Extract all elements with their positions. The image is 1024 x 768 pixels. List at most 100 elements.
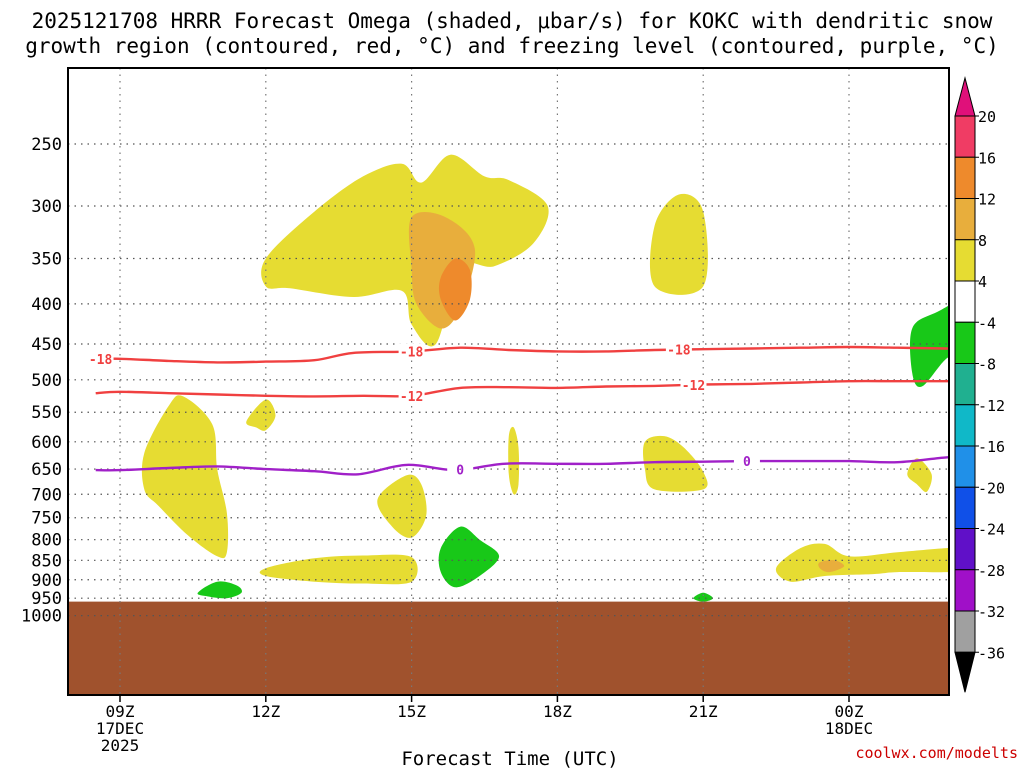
omega-neg-upper-right xyxy=(909,305,949,388)
dgz-minus12-line xyxy=(95,379,949,398)
freezing-level-0-label-bg xyxy=(733,453,760,470)
colorbar-box-11 xyxy=(954,569,976,612)
omega-pos-low-right xyxy=(775,543,949,582)
contour-lines xyxy=(95,345,949,476)
y-tick-label-350: 350 xyxy=(31,249,62,269)
colorbar-top-arrow xyxy=(954,76,976,117)
freezing-level-0-label: 0 xyxy=(456,463,464,478)
colorbar-label-3: 8 xyxy=(978,232,987,250)
colorbar-label-0: 20 xyxy=(978,108,996,126)
colorbar-bottom-arrow xyxy=(954,651,976,693)
colorbar-label-12: -32 xyxy=(978,603,1005,621)
chart-title-line-1: 2025121708 HRRR Forecast Omega (shaded, … xyxy=(31,9,993,33)
plot-frame xyxy=(67,67,950,696)
y-tick-label-450: 450 xyxy=(31,335,62,355)
omega-neg-low-16z xyxy=(438,526,500,588)
x-tick-label-00Z-1: 18DEC xyxy=(825,719,873,738)
colorbar-label-5: -4 xyxy=(978,314,996,332)
chart-title-line-2: growth region (contoured, red, °C) and f… xyxy=(25,34,999,58)
omega-shading xyxy=(141,154,949,602)
omega-pos-left-column xyxy=(141,395,229,559)
colorbar-label-13: -36 xyxy=(978,644,1005,662)
omega-pos-mid-20z xyxy=(643,435,708,492)
dgz-minus12-label-bg xyxy=(398,387,425,404)
omega-pos-low-14z xyxy=(259,554,418,585)
dgz-minus18-label-bg xyxy=(665,341,692,358)
y-tick-label-700: 700 xyxy=(31,485,62,505)
dgz-minus12-label-bg xyxy=(680,376,707,393)
colorbar-box-8 xyxy=(954,445,976,488)
colorbar-box-9 xyxy=(954,486,976,529)
colorbar-label-4: 4 xyxy=(978,273,987,291)
colorbar-label-11: -28 xyxy=(978,562,1005,580)
omega-neg-tiny-21z xyxy=(693,592,713,602)
freezing-level-0-line xyxy=(95,456,949,476)
y-tick-label-650: 650 xyxy=(31,460,62,480)
y-tick-label-600: 600 xyxy=(31,433,62,453)
colorbar-box-3 xyxy=(954,239,976,282)
colorbar-label-10: -24 xyxy=(978,521,1005,539)
colorbar-box-7 xyxy=(954,404,976,447)
omega-pos-thin-17z xyxy=(508,426,520,495)
y-tick-label-1000: 1000 xyxy=(21,607,62,627)
colorbar-label-2: 12 xyxy=(978,191,996,209)
colorbar-label-7: -12 xyxy=(978,397,1005,415)
terrain-ground xyxy=(68,601,949,695)
x-tick-label-09Z-0: 09Z xyxy=(106,702,135,721)
dgz-minus18-label: -18 xyxy=(667,344,691,359)
colorbar-box-5 xyxy=(954,321,976,364)
contour-labels: -18 -18 -18 -12 -12 0 0 xyxy=(87,341,760,478)
colorbar-box-2 xyxy=(954,198,976,241)
y-tick-label-300: 300 xyxy=(31,197,62,217)
y-tick-label-250: 250 xyxy=(31,135,62,155)
y-tick-label-750: 750 xyxy=(31,509,62,529)
colorbar-box-12 xyxy=(954,610,976,653)
y-tick-label-550: 550 xyxy=(31,403,62,423)
x-axis-label: Forecast Time (UTC) xyxy=(401,748,618,768)
colorbar-box-6 xyxy=(954,363,976,406)
source-credit: coolwx.com/modelts xyxy=(855,744,1018,762)
freezing-level-0-label: 0 xyxy=(743,455,751,470)
dgz-minus18-line xyxy=(95,345,949,364)
y-tick-label-950: 950 xyxy=(31,589,62,609)
omega-pos-upper-broad xyxy=(261,154,549,347)
x-tick-label-00Z-0: 00Z xyxy=(835,702,864,721)
omega-pos-low-right-8 xyxy=(818,560,845,573)
colorbar-box-4 xyxy=(954,280,976,323)
omega-pos-small-12z xyxy=(246,399,276,431)
y-tick-label-850: 850 xyxy=(31,551,62,571)
colorbar-label-1: 16 xyxy=(978,149,996,167)
dgz-minus18-label-bg xyxy=(398,343,425,360)
x-tick-label-09Z-1: 17DEC xyxy=(96,719,144,738)
dgz-minus12-label: -12 xyxy=(400,390,423,405)
omega-pos-upper-12 xyxy=(438,258,472,321)
x-tick-label-09Z-2: 2025 xyxy=(101,736,140,755)
omega-pos-upper-right xyxy=(649,193,708,295)
ground-fill xyxy=(68,601,949,695)
x-tick-label-18Z-0: 18Z xyxy=(543,702,572,721)
colorbar-box-10 xyxy=(954,528,976,571)
colorbar-label-6: -8 xyxy=(978,356,996,374)
x-tick-label-21Z-0: 21Z xyxy=(689,702,718,721)
omega-pos-small-00z xyxy=(907,458,932,493)
colorbar-box-0 xyxy=(954,115,976,158)
y-tick-label-500: 500 xyxy=(31,371,62,391)
y-tick-label-900: 900 xyxy=(31,571,62,591)
dgz-minus18-label-bg xyxy=(87,350,114,367)
colorbar-label-9: -20 xyxy=(978,479,1005,497)
x-tick-label-12Z-0: 12Z xyxy=(251,702,280,721)
colorbar-label-8: -16 xyxy=(978,438,1005,456)
omega-pos-mid-15z xyxy=(377,474,427,538)
colorbar-box-1 xyxy=(954,156,976,199)
dgz-minus18-label: -18 xyxy=(89,353,113,368)
dgz-minus12-label: -12 xyxy=(682,379,705,394)
colorbar: 20 16 12 8 4 -4 -8 -12 -16 -20 -24 -28 -32 -36 xyxy=(954,76,1005,693)
x-tick-label-15Z-0: 15Z xyxy=(397,702,426,721)
dgz-minus18-label: -18 xyxy=(400,345,424,360)
y-tick-label-800: 800 xyxy=(31,531,62,551)
y-tick-label-400: 400 xyxy=(31,295,62,315)
y-axis: 2503003504004505005506006507007508008509… xyxy=(21,135,62,627)
freezing-level-0-label-bg xyxy=(447,461,474,478)
